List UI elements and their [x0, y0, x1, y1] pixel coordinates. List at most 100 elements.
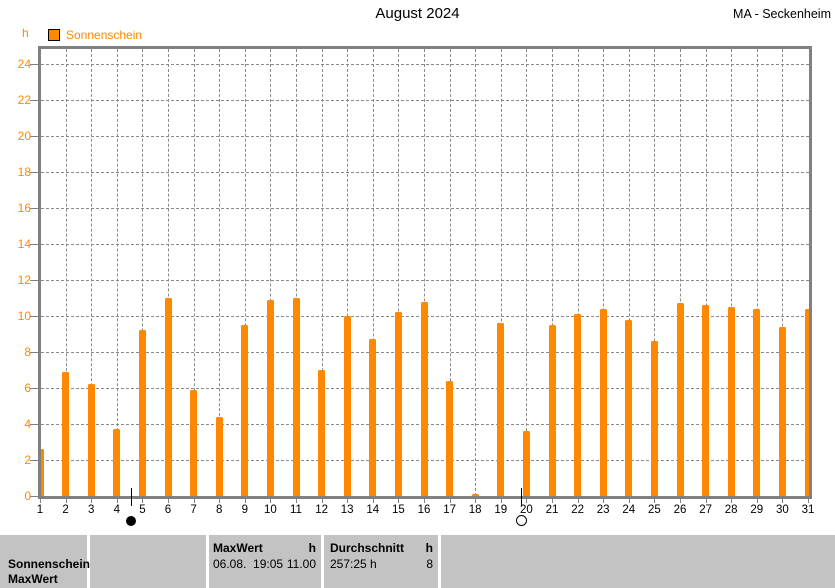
day-label-12: 12	[315, 504, 328, 516]
bar-day-17	[446, 381, 454, 496]
x-tick-day-18	[475, 499, 477, 503]
y-tick-0	[30, 496, 38, 497]
new-moon-marker-icon	[126, 516, 137, 526]
y-tick-16	[30, 208, 38, 209]
y-tick-label-0: 0	[24, 489, 31, 503]
v-gridline-day-2	[65, 49, 67, 496]
x-tick-day-10	[270, 499, 272, 503]
v-gridline-day-15	[398, 49, 400, 496]
y-tick-14	[30, 244, 38, 245]
day-label-30: 30	[775, 504, 789, 516]
maxwert-value: 11.00	[286, 557, 316, 571]
maxwert-header: MaxWert	[213, 541, 263, 555]
bar-day-12	[318, 370, 326, 496]
bar-day-22	[574, 314, 582, 496]
day-label-29: 29	[750, 504, 764, 516]
bar-day-11	[292, 298, 300, 496]
x-tick-day-16	[424, 499, 425, 503]
plot-area	[38, 46, 812, 499]
day-label-16: 16	[417, 504, 431, 516]
bar-day-23	[599, 309, 607, 496]
day-label-27: 27	[699, 504, 712, 516]
v-gridline-day-18	[475, 49, 477, 496]
h-gridline-22	[41, 100, 809, 101]
y-tick-label-8: 8	[24, 345, 31, 359]
bar-day-18	[471, 494, 479, 496]
bar-day-26	[676, 303, 684, 496]
bar-day-7	[190, 390, 198, 496]
day-label-25: 25	[647, 504, 661, 516]
v-gridline-day-19	[500, 49, 502, 496]
y-tick-label-16: 16	[17, 201, 31, 215]
bar-day-31	[804, 309, 809, 496]
x-tick-day-22	[577, 499, 579, 503]
h-gridline-20	[41, 136, 809, 137]
bar-day-8	[215, 417, 223, 496]
x-tick-day-5	[142, 499, 144, 503]
table-separator	[321, 535, 324, 588]
day-label-11: 11	[290, 504, 302, 516]
durchschnitt-cell: Durchschnitt h 257:25 h 8	[330, 535, 433, 588]
x-tick-day-28	[731, 499, 733, 503]
y-tick-10	[30, 316, 38, 317]
x-tick-day-17	[449, 499, 451, 503]
y-tick-label-14: 14	[17, 237, 31, 251]
y-tick-8	[30, 352, 38, 353]
day-label-2: 2	[62, 504, 69, 516]
x-tick-day-8	[219, 499, 221, 503]
y-tick-6	[30, 388, 38, 389]
y-tick-label-10: 10	[17, 309, 31, 323]
v-gridline-day-3	[91, 49, 93, 496]
v-gridline-day-25	[654, 49, 656, 496]
day-label-23: 23	[596, 504, 610, 516]
v-gridline-day-4	[116, 49, 118, 496]
bar-day-3	[87, 384, 95, 496]
durchschnitt-value: 8	[426, 557, 433, 571]
day-label-17: 17	[443, 504, 456, 516]
h-gridline-14	[41, 244, 809, 245]
v-gridline-day-20	[526, 49, 528, 496]
durchschnitt-unit-header: h	[425, 541, 433, 555]
bar-day-21	[548, 325, 556, 496]
h-gridline-18	[41, 172, 809, 173]
x-tick-day-23	[603, 499, 605, 503]
bar-day-13	[343, 316, 351, 496]
v-gridline-day-27	[705, 49, 707, 496]
y-tick-12	[30, 280, 38, 281]
x-tick-day-1	[40, 499, 41, 503]
v-gridline-day-11	[296, 49, 297, 496]
bar-day-19	[497, 323, 505, 496]
day-label-6: 6	[164, 504, 172, 516]
y-tick-label-24: 24	[17, 57, 31, 71]
bar-day-9	[241, 325, 249, 496]
day-label-1: 1	[36, 504, 44, 516]
v-gridline-day-7	[193, 49, 195, 496]
day-label-22: 22	[571, 504, 584, 516]
bar-day-6	[164, 298, 172, 496]
x-tick-day-14	[372, 499, 374, 503]
bar-day-15	[394, 312, 402, 496]
day-label-8: 8	[215, 504, 223, 516]
v-gridline-day-21	[552, 49, 553, 496]
v-gridline-day-22	[577, 49, 579, 496]
y-tick-18	[30, 172, 38, 173]
x-tick-day-19	[500, 499, 502, 503]
x-tick-day-4	[116, 499, 118, 503]
x-tick-day-30	[782, 499, 784, 503]
y-tick-label-20: 20	[17, 129, 31, 143]
y-tick-22	[30, 100, 38, 101]
bar-day-25	[650, 341, 658, 496]
v-gridline-day-8	[219, 49, 221, 496]
y-tick-label-4: 4	[24, 417, 31, 431]
y-tick-label-2: 2	[24, 453, 31, 467]
bar-day-4	[113, 429, 121, 496]
day-label-26: 26	[673, 504, 687, 516]
x-tick-day-6	[168, 499, 169, 503]
table-separator	[206, 535, 209, 588]
y-tick-label-6: 6	[24, 381, 31, 395]
bar-day-2	[62, 372, 70, 496]
bar-day-27	[702, 305, 710, 496]
row-label-maxwert: MaxWert	[8, 572, 58, 586]
legend-label: Sonnenschein	[66, 28, 143, 42]
day-label-28: 28	[724, 504, 738, 516]
